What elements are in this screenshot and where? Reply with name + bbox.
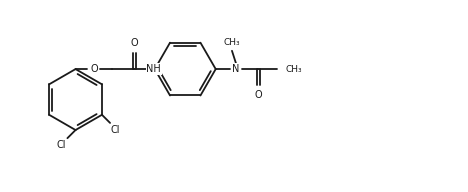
Text: CH₃: CH₃ (285, 65, 302, 74)
Text: Cl: Cl (56, 140, 66, 150)
Text: O: O (131, 38, 138, 48)
Text: N: N (232, 64, 240, 74)
Text: O: O (255, 90, 262, 100)
Text: NH: NH (146, 64, 161, 74)
Text: Cl: Cl (111, 125, 120, 135)
Text: O: O (90, 64, 98, 74)
Text: CH₃: CH₃ (224, 38, 240, 47)
